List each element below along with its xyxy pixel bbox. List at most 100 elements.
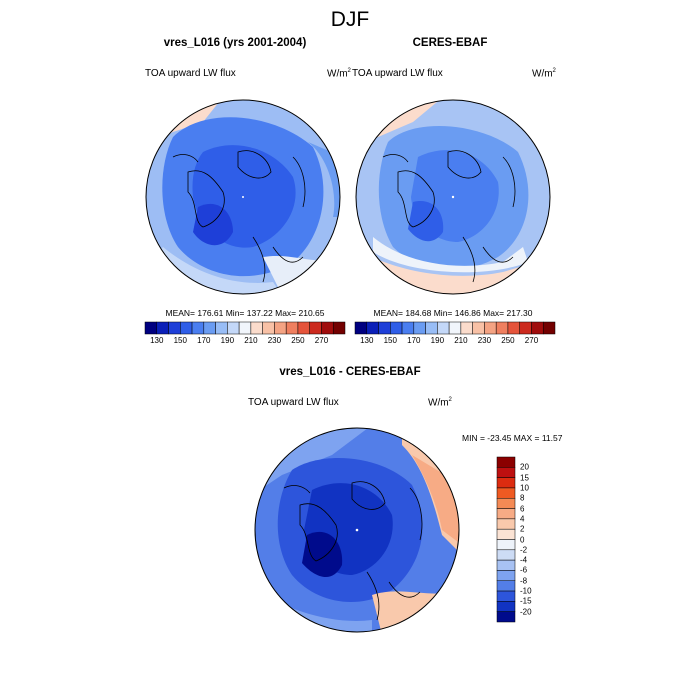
colorbar-swatch (496, 559, 516, 571)
colorbar-tick-label: 210 (244, 336, 258, 345)
colorbar-swatch (274, 321, 287, 335)
colorbar-swatch (413, 321, 426, 335)
panel-1-variable: TOA upward LW flux (145, 68, 236, 79)
colorbar-swatch (332, 321, 346, 335)
panel-2-variable: TOA upward LW flux (352, 68, 443, 79)
colorbar-swatch (496, 611, 516, 623)
colorbar-swatch (215, 321, 228, 335)
colorbar-swatch (437, 321, 450, 335)
colorbar-swatch (354, 321, 368, 335)
colorbar-tick-label: 130 (150, 336, 164, 345)
colorbar-swatch (180, 321, 193, 335)
panel-1-units: W/m2 (327, 68, 351, 79)
main-title: DJF (330, 8, 370, 31)
colorbar-swatch (401, 321, 415, 335)
colorbar-swatch (496, 601, 516, 612)
colorbar-tick-label: -15 (520, 596, 532, 606)
colorbar-swatch (448, 321, 462, 335)
colorbar-swatch (168, 321, 181, 335)
colorbar-swatch (484, 321, 497, 335)
polar-map-model (145, 99, 341, 295)
panel-2-stats: MEAN= 184.68 Min= 146.86 Max= 217.30 (373, 308, 533, 318)
colorbar-tick-label: 190 (430, 336, 445, 345)
colorbar-swatch (542, 321, 556, 335)
colorbar-swatch (285, 321, 299, 335)
colorbar-swatch (191, 321, 205, 335)
colorbar-swatch (496, 508, 516, 520)
colorbar-tick-label: 250 (291, 336, 305, 345)
colorbar-swatch (321, 321, 334, 335)
colorbar-observations (354, 321, 556, 335)
panel-3-units: W/m2 (428, 397, 452, 408)
colorbar-swatch (531, 321, 544, 335)
colorbar-tick-label: 250 (501, 336, 515, 345)
colorbar-tick-label: 20 (520, 462, 529, 472)
colorbar-difference-labels: 20 15 10 8 6 4 2 0 -2 -4 -6 -8 -10 -15 -20 (520, 457, 550, 622)
colorbar-swatch (496, 477, 516, 489)
colorbar-tick-label: -8 (520, 576, 528, 586)
colorbar-swatch (297, 321, 310, 335)
colorbar-model-labels: 130 150 170 190 210 230 250 270 (145, 336, 345, 348)
colorbar-swatch (390, 321, 403, 335)
colorbar-tick-label: 190 (220, 336, 235, 345)
colorbar-tick-label: 270 (314, 336, 329, 345)
colorbar-swatch (460, 321, 473, 335)
colorbar-tick-label: 170 (407, 336, 421, 345)
colorbar-difference (496, 456, 516, 623)
panel-1-units-base: W/m (327, 68, 348, 80)
colorbar-tick-label: 230 (477, 336, 492, 345)
panel-1-stats: MEAN= 176.61 Min= 137.22 Max= 210.65 (165, 308, 325, 318)
colorbar-swatch (507, 321, 520, 335)
colorbar-tick-label: 210 (454, 336, 468, 345)
colorbar-tick-label: 270 (524, 336, 539, 345)
colorbar-tick-label: -4 (520, 555, 528, 565)
colorbar-model (144, 321, 346, 335)
colorbar-tick-label: -6 (520, 565, 528, 575)
panel-1-units-exp: 2 (347, 68, 351, 74)
colorbar-swatch (144, 321, 158, 335)
colorbar-tick-label: 170 (197, 336, 211, 345)
colorbar-tick-label: 150 (383, 336, 397, 345)
colorbar-swatch (262, 321, 275, 335)
colorbar-swatch (496, 498, 516, 509)
colorbar-swatch (156, 321, 169, 335)
polar-map-observations (355, 99, 551, 295)
colorbar-tick-label: 2 (520, 524, 525, 534)
colorbar-tick-label: -20 (520, 607, 532, 617)
colorbar-swatch (519, 321, 532, 335)
panel-3-units-base: W/m (428, 397, 449, 409)
panel-2-title: CERES-EBAF (412, 37, 488, 49)
colorbar-swatch (496, 580, 516, 592)
colorbar-swatch (203, 321, 216, 335)
colorbar-tick-label: 130 (360, 336, 374, 345)
colorbar-swatch (378, 321, 391, 335)
colorbar-swatch (425, 321, 438, 335)
colorbar-swatch (227, 321, 240, 335)
colorbar-tick-label: 230 (267, 336, 282, 345)
colorbar-swatch (496, 487, 516, 499)
colorbar-tick-label: 8 (520, 493, 525, 503)
colorbar-tick-label: -10 (520, 586, 532, 596)
colorbar-swatch (496, 467, 516, 478)
colorbar-swatch (250, 321, 263, 335)
colorbar-observations-labels: 130 150 170 190 210 230 250 270 (355, 336, 555, 348)
panel-3-stats: MIN = -23.45 MAX = 11.57 (462, 433, 563, 443)
panel-3-title: vres_L016 - CERES-EBAF (279, 366, 421, 378)
colorbar-tick-label: 0 (520, 535, 525, 544)
panel-1-title: vres_L016 (yrs 2001-2004) (163, 37, 307, 49)
colorbar-tick-label: 150 (173, 336, 187, 345)
colorbar-swatch (496, 518, 516, 530)
panel-2-units: W/m2 (532, 68, 556, 79)
colorbar-swatch (495, 321, 509, 335)
colorbar-swatch (496, 456, 516, 468)
polar-map-difference (254, 427, 460, 633)
colorbar-tick-label: 15 (520, 473, 529, 483)
colorbar-swatch (496, 549, 516, 561)
colorbar-swatch (496, 528, 516, 540)
colorbar-swatch (496, 570, 516, 581)
panel-2-units-exp: 2 (552, 68, 556, 74)
colorbar-tick-label: 10 (520, 483, 529, 493)
colorbar-swatch (366, 321, 379, 335)
colorbar-tick-label: 6 (520, 504, 525, 514)
colorbar-tick-label: 4 (520, 514, 525, 524)
